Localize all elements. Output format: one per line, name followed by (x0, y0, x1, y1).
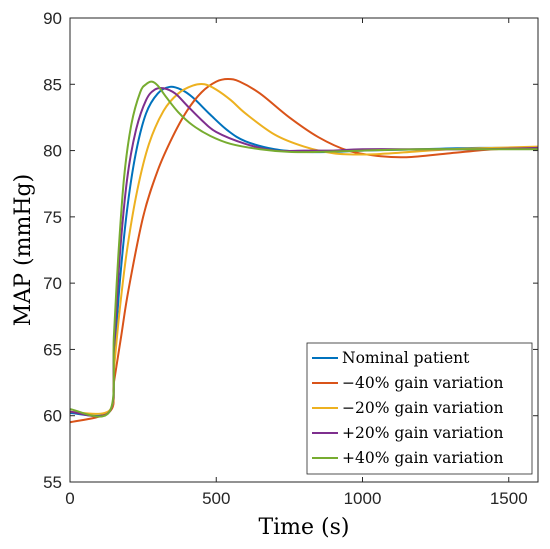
x-tick-label: 500 (202, 489, 230, 508)
y-tick-label: 80 (43, 142, 62, 161)
series-line-3 (69, 86, 539, 418)
series-layer (69, 77, 539, 424)
y-tick-label: 55 (43, 473, 62, 492)
axes-box (69, 17, 539, 483)
y-tick-label: 60 (43, 407, 62, 426)
y-axis-title: MAP (mmHg) (11, 174, 36, 326)
y-tick-label: 75 (43, 208, 62, 227)
legend: Nominal patient −40% gain variation −20% g… (306, 342, 533, 475)
legend-label-3: +20% gain variation (342, 424, 504, 442)
legend-label-1: −40% gain variation (342, 374, 504, 392)
legend-label-2: −20% gain variation (342, 399, 504, 417)
legend-label-0: Nominal patient (342, 349, 470, 367)
x-tick-label: 0 (65, 489, 74, 508)
y-tick-label: 85 (43, 75, 62, 94)
series-line-2 (69, 82, 539, 415)
tick-layer: 0 500 1000 1500 55 60 65 70 75 80 85 90 (43, 9, 538, 508)
x-axis-title: Time (s) (258, 515, 349, 540)
y-tick-label: 65 (43, 340, 62, 359)
x-tick-label: 1500 (490, 489, 528, 508)
series-line-1 (69, 77, 539, 424)
x-tick-label: 1000 (344, 489, 382, 508)
legend-label-4: +40% gain variation (342, 449, 504, 467)
series-line-4 (69, 80, 538, 418)
legend-box (306, 342, 533, 475)
y-tick-label: 90 (43, 9, 62, 28)
y-tick-label: 70 (43, 274, 62, 293)
